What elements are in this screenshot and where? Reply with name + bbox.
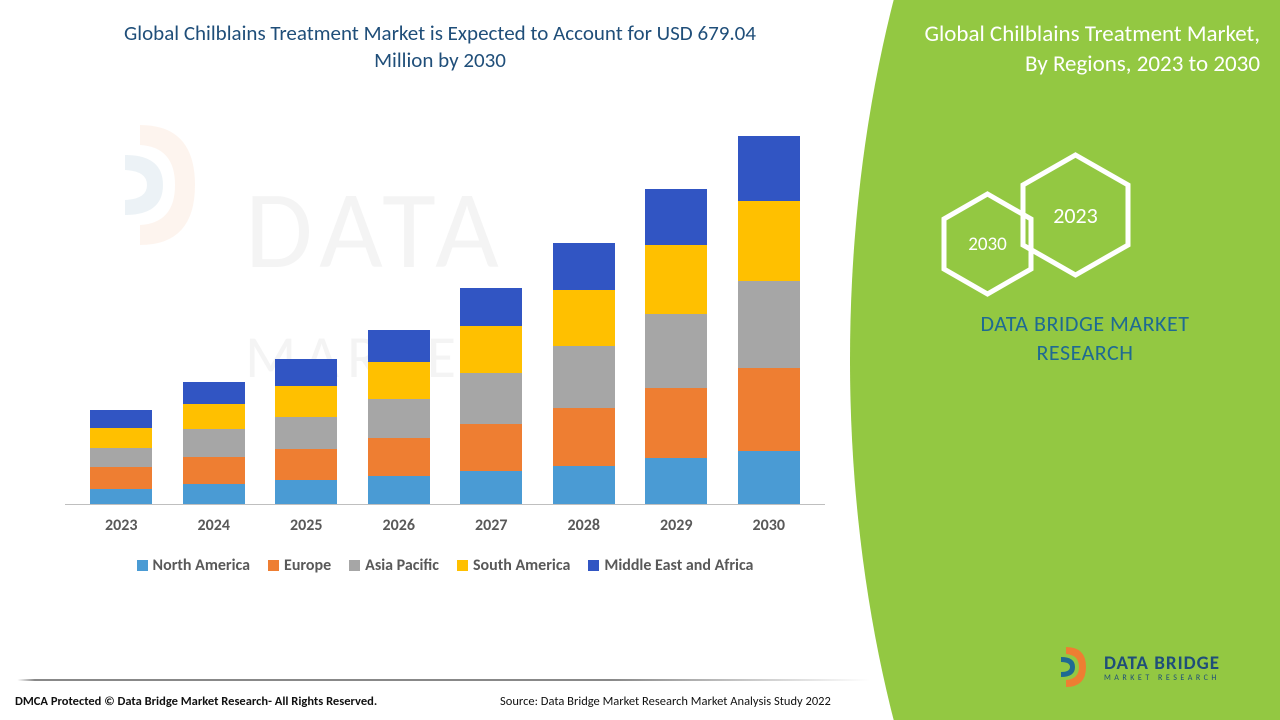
bars-container xyxy=(65,125,825,505)
bar-seg-south-america xyxy=(460,326,522,373)
legend-label: North America xyxy=(153,556,250,575)
legend-item-europe: Europe xyxy=(268,556,331,575)
bar-seg-europe xyxy=(738,368,800,451)
bar-seg-middle-east-and-africa xyxy=(645,189,707,245)
bar-seg-asia-pacific xyxy=(645,314,707,388)
bar-seg-south-america xyxy=(183,404,245,429)
footer-divider xyxy=(0,679,870,681)
bar-seg-south-america xyxy=(738,201,800,281)
logo-bottom: DATA BRIDGE MARKET RESEARCH xyxy=(1048,644,1220,690)
bar-2026 xyxy=(368,330,430,504)
bar-seg-middle-east-and-africa xyxy=(183,382,245,404)
source-text: Source: Data Bridge Market Research Mark… xyxy=(500,694,831,709)
chart-legend: North America Europe Asia Pacific South Ame… xyxy=(65,556,825,575)
legend-item-asia-pacific: Asia Pacific xyxy=(349,556,439,575)
bar-seg-asia-pacific xyxy=(368,399,430,439)
main-chart-panel: Global Chilblains Treatment Market is Ex… xyxy=(0,0,870,720)
logo-text-block: DATA BRIDGE MARKET RESEARCH xyxy=(1104,652,1220,683)
legend-label: Middle East and Africa xyxy=(604,556,753,575)
legend-swatch xyxy=(349,560,360,571)
bar-seg-europe xyxy=(183,457,245,484)
hexagon-group: 2030 2023 xyxy=(940,150,1160,290)
legend-label: Europe xyxy=(284,556,331,575)
right-panel-title: Global Chilblains Treatment Market, By R… xyxy=(900,20,1260,80)
bar-seg-north-america xyxy=(460,471,522,504)
bar-seg-north-america xyxy=(553,466,615,504)
bar-2024 xyxy=(183,382,245,503)
logo-icon xyxy=(1048,644,1094,690)
brand-text: DATA BRIDGE MARKET RESEARCH xyxy=(935,310,1235,367)
x-label: 2029 xyxy=(645,516,707,535)
legend-item-middle-east-and-africa: Middle East and Africa xyxy=(588,556,753,575)
bar-seg-north-america xyxy=(368,476,430,503)
bar-seg-middle-east-and-africa xyxy=(90,410,152,428)
bar-seg-europe xyxy=(368,438,430,476)
footer: DMCA Protected © Data Bridge Market Rese… xyxy=(0,684,870,712)
bar-2030 xyxy=(738,136,800,503)
hexagon-large: 2023 xyxy=(1018,150,1133,280)
legend-swatch xyxy=(137,560,148,571)
bar-seg-middle-east-and-africa xyxy=(275,359,337,386)
bar-seg-europe xyxy=(645,388,707,459)
x-label: 2023 xyxy=(90,516,152,535)
legend-item-south-america: South America xyxy=(457,556,570,575)
legend-swatch xyxy=(268,560,279,571)
hex-large-label: 2023 xyxy=(1053,202,1098,229)
bar-seg-asia-pacific xyxy=(275,417,337,450)
logo-line2: MARKET RESEARCH xyxy=(1104,673,1220,683)
bar-seg-asia-pacific xyxy=(738,281,800,368)
bar-seg-middle-east-and-africa xyxy=(738,136,800,201)
bar-seg-north-america xyxy=(738,451,800,503)
bar-seg-europe xyxy=(275,449,337,480)
bar-seg-south-america xyxy=(645,245,707,314)
bar-seg-south-america xyxy=(553,290,615,346)
legend-label: Asia Pacific xyxy=(365,556,439,575)
bar-2029 xyxy=(645,189,707,504)
bar-seg-north-america xyxy=(183,484,245,504)
bar-seg-north-america xyxy=(90,489,152,503)
bar-2025 xyxy=(275,359,337,504)
bar-seg-south-america xyxy=(368,362,430,398)
x-label: 2028 xyxy=(553,516,615,535)
bar-seg-europe xyxy=(460,424,522,471)
x-label: 2024 xyxy=(183,516,245,535)
bar-seg-middle-east-and-africa xyxy=(553,243,615,290)
x-label: 2027 xyxy=(460,516,522,535)
bar-seg-north-america xyxy=(645,458,707,503)
bar-seg-south-america xyxy=(275,386,337,417)
x-axis-labels: 2023 2024 2025 2026 2027 2028 2029 2030 xyxy=(65,516,825,535)
legend-label: South America xyxy=(473,556,570,575)
chart-area: DATA MARKET 2023202420252026202720282029… xyxy=(45,105,835,575)
bar-seg-asia-pacific xyxy=(460,373,522,424)
bar-seg-europe xyxy=(553,408,615,466)
legend-swatch xyxy=(457,560,468,571)
x-label: 2025 xyxy=(275,516,337,535)
bar-seg-north-america xyxy=(275,480,337,504)
bar-seg-south-america xyxy=(90,428,152,448)
bar-2023 xyxy=(90,410,152,504)
logo-line1: DATA BRIDGE xyxy=(1104,652,1220,675)
x-label: 2026 xyxy=(368,516,430,535)
bar-seg-asia-pacific xyxy=(90,448,152,468)
bar-seg-europe xyxy=(90,467,152,489)
legend-swatch xyxy=(588,560,599,571)
dmca-text: DMCA Protected © Data Bridge Market Rese… xyxy=(15,694,377,709)
hex-small-label: 2030 xyxy=(968,233,1007,256)
bar-seg-asia-pacific xyxy=(553,346,615,408)
legend-item-north-america: North America xyxy=(137,556,250,575)
bar-2028 xyxy=(553,243,615,504)
bar-seg-middle-east-and-africa xyxy=(368,330,430,363)
chart-title: Global Chilblains Treatment Market is Ex… xyxy=(40,20,840,75)
bar-2027 xyxy=(460,288,522,503)
right-panel: Global Chilblains Treatment Market, By R… xyxy=(820,0,1280,720)
bar-seg-middle-east-and-africa xyxy=(460,288,522,326)
bar-seg-asia-pacific xyxy=(183,429,245,456)
x-label: 2030 xyxy=(738,516,800,535)
